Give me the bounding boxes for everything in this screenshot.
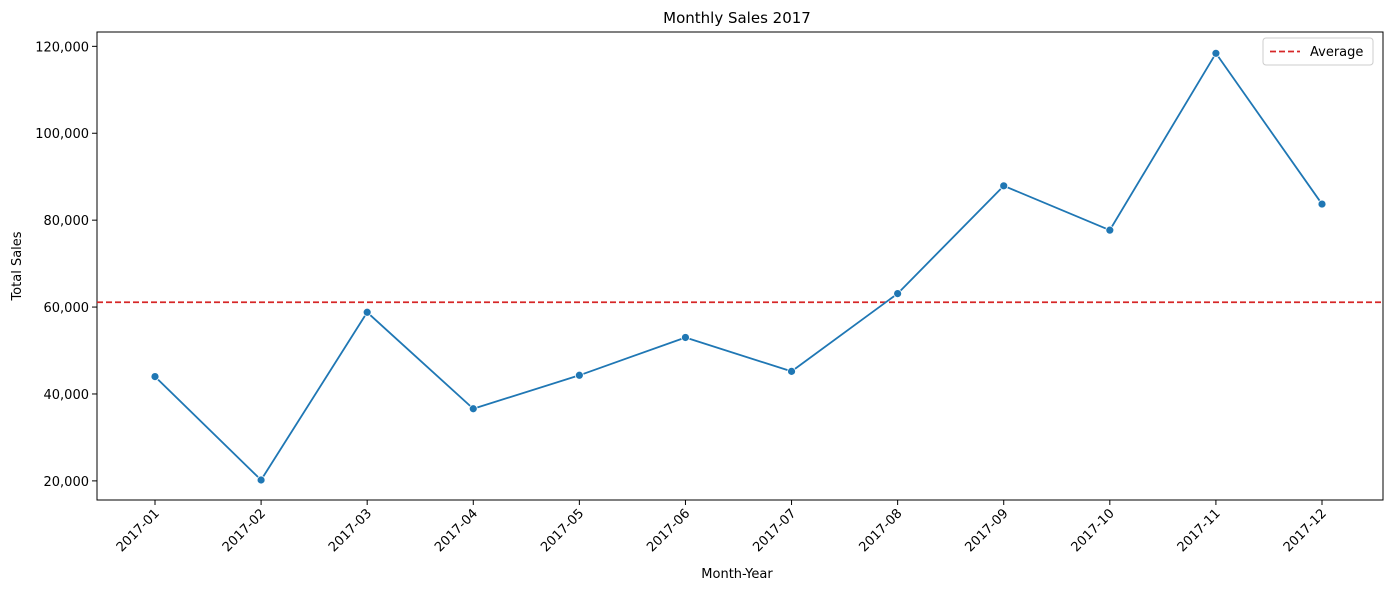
data-point-2017-03	[362, 307, 372, 317]
legend-box	[1262, 37, 1374, 66]
data-point-2017-06	[681, 333, 690, 342]
legend-label-average: Average	[1310, 45, 1363, 60]
y-axis: 20,000 40,000 60,000 80,000 100,000 120,000	[35, 40, 97, 490]
data-point-2017-11	[1211, 48, 1221, 58]
x-axis: 2017-01 2017-02 2017-03 2017-04 2017-05 2017-…	[114, 500, 1330, 555]
data-point-2017-02	[256, 475, 266, 485]
series-points	[150, 48, 1327, 485]
y-tick-label: 40,000	[44, 388, 90, 403]
x-tick-label: 2017-06	[644, 506, 693, 555]
x-tick-label: 2017-09	[963, 506, 1012, 555]
data-point-2017-10	[1105, 225, 1115, 235]
series-lines	[154, 52, 1323, 481]
data-point-2017-04	[468, 404, 478, 414]
y-axis-label: Total Sales	[10, 231, 25, 301]
x-tick-label: 2017-07	[750, 506, 799, 555]
data-point-2017-08	[893, 289, 903, 298]
x-tick-label: 2017-12	[1281, 506, 1330, 555]
x-tick-label: 2017-05	[538, 506, 587, 555]
y-tick-label: 80,000	[44, 214, 90, 229]
y-tick-label: 120,000	[35, 40, 89, 55]
plot-area	[96, 31, 1384, 501]
x-tick-label: 2017-11	[1175, 506, 1224, 555]
series-line	[154, 52, 1323, 481]
data-point-2017-07	[787, 366, 796, 376]
y-tick-label: 60,000	[44, 301, 90, 316]
x-tick-label: 2017-01	[114, 506, 163, 555]
y-tick-label: 20,000	[44, 475, 90, 490]
data-point-2017-01	[150, 372, 160, 381]
x-tick-label: 2017-04	[432, 506, 481, 555]
x-tick-label: 2017-03	[326, 506, 375, 555]
x-tick-label: 2017-02	[220, 506, 269, 555]
x-tick-label: 2017-10	[1069, 506, 1118, 555]
chart-title: Monthly Sales 2017	[663, 9, 811, 27]
y-tick-label: 100,000	[35, 127, 89, 142]
legend: Average	[1262, 37, 1374, 66]
data-point-2017-09	[999, 181, 1009, 191]
x-tick-label: 2017-08	[856, 506, 905, 555]
data-point-2017-05	[574, 370, 584, 380]
data-point-2017-12	[1317, 199, 1327, 209]
x-axis-label: Month-Year	[701, 567, 773, 582]
